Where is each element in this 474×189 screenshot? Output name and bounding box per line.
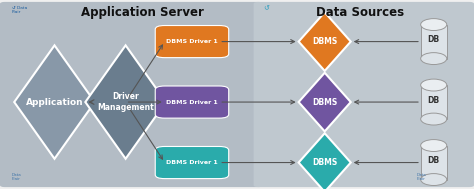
FancyBboxPatch shape [421,85,447,119]
Ellipse shape [421,174,447,186]
Text: DB: DB [428,156,440,165]
Ellipse shape [421,79,447,91]
Ellipse shape [421,113,447,125]
Polygon shape [85,45,166,159]
Text: DBMS: DBMS [312,37,337,46]
FancyBboxPatch shape [155,86,228,118]
Text: Application Server: Application Server [81,6,204,19]
Polygon shape [14,45,95,159]
Text: Data
Flair: Data Flair [417,173,427,181]
Text: DBMS Driver 1: DBMS Driver 1 [166,100,218,105]
Text: DBMS Driver 1: DBMS Driver 1 [166,160,218,165]
FancyBboxPatch shape [155,26,228,58]
FancyBboxPatch shape [254,2,474,187]
FancyBboxPatch shape [421,146,447,180]
FancyBboxPatch shape [421,25,447,59]
Text: DBMS: DBMS [312,158,337,167]
Ellipse shape [421,139,447,152]
Text: DBMS Driver 1: DBMS Driver 1 [166,39,218,44]
Text: Application: Application [26,98,83,107]
Text: DB: DB [428,96,440,105]
Text: Driver
Management: Driver Management [97,92,154,112]
Text: Data
Flair: Data Flair [12,173,22,181]
Polygon shape [299,133,351,189]
Text: DBMS: DBMS [312,98,337,107]
FancyBboxPatch shape [0,2,263,187]
Text: ↺ Data
Flair: ↺ Data Flair [12,6,27,14]
FancyBboxPatch shape [155,146,228,179]
Polygon shape [299,73,351,131]
Polygon shape [299,12,351,71]
Ellipse shape [421,53,447,64]
Text: ↺: ↺ [263,6,269,12]
Ellipse shape [421,19,447,30]
Text: DB: DB [428,35,440,44]
Text: Data Sources: Data Sources [316,6,404,19]
